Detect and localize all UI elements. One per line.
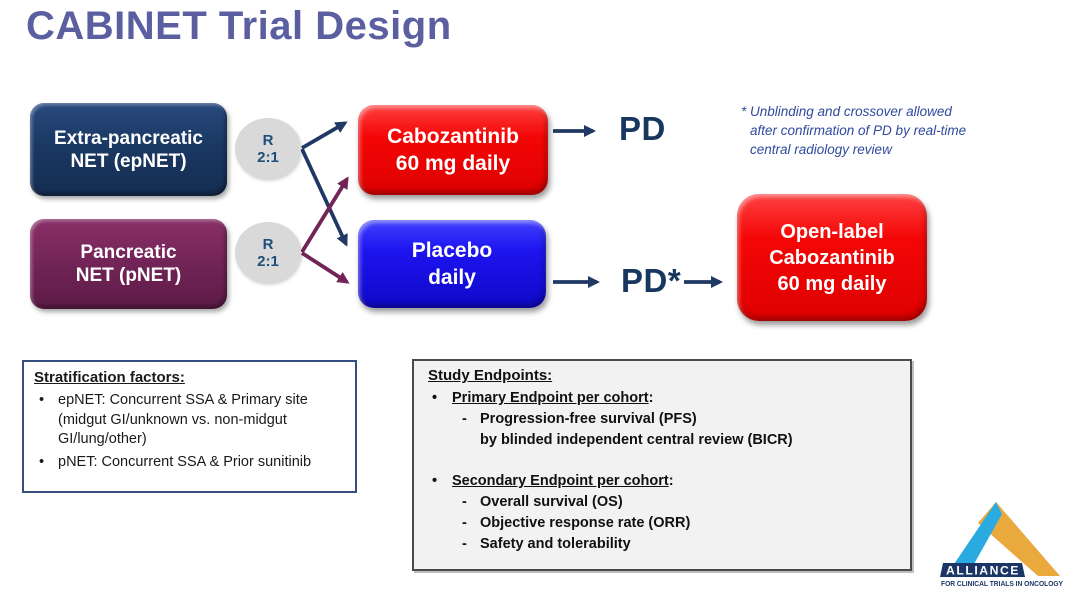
randomization-circle-epnet: R 2:1 (235, 118, 301, 179)
endpoints-spacer (428, 451, 896, 471)
open-label-cabozantinib-box: Open-label Cabozantinib 60 mg daily (737, 194, 927, 321)
secondary-endpoint-item: - Objective response rate (ORR) (428, 513, 896, 534)
primary-endpoint-heading: • Primary Endpoint per cohort: (428, 388, 896, 409)
logo-tagline: FOR CLINICAL TRIALS IN ONCOLOGY (941, 579, 1063, 588)
primary-endpoint-item: - Progression-free survival (PFS) by bli… (428, 409, 896, 451)
pd-label: PD (619, 110, 666, 147)
footnote-line: * Unblinding and crossover allowed (741, 104, 952, 119)
logo-blue-leg (948, 502, 1002, 573)
bullet-glyph: • (39, 392, 45, 408)
dash-glyph: - (462, 411, 467, 427)
logo-wordmark: ALLIANCE (946, 564, 1020, 578)
randomization-letter: R (262, 131, 274, 149)
dash-glyph: - (462, 494, 467, 510)
primary-endpoint-item-text: Progression-free survival (PFS) by blind… (480, 411, 793, 448)
stratification-item-epnet: • epNET: Concurrent SSA & Primary site (… (34, 391, 345, 450)
secondary-endpoint-heading-text: Secondary Endpoint per cohort (452, 473, 669, 489)
bullet-glyph: • (432, 473, 438, 489)
arm-box-cabozantinib: Cabozantinib 60 mg daily (358, 105, 548, 195)
arrow-pnet-to-placebo (300, 251, 350, 284)
cohort-box-epnet: Extra-pancreatic NET (epNET) (30, 103, 227, 196)
cohort-box-pnet: Pancreatic NET (pNET) (30, 219, 227, 309)
secondary-endpoint-item-text: Overall survival (OS) (480, 494, 623, 510)
logo-banner (940, 563, 1025, 577)
randomization-circle-pnet: R 2:1 (235, 222, 301, 283)
dash-glyph: - (462, 515, 467, 531)
stratification-panel: Stratification factors: • epNET: Concurr… (22, 360, 357, 493)
arrow-epnet-to-placebo (300, 148, 348, 247)
stratification-item-text: epNET: Concurrent SSA & Primary site (mi… (58, 392, 308, 447)
stratification-title: Stratification factors: (34, 369, 185, 386)
secondary-endpoint-item: - Safety and tolerability (428, 534, 896, 555)
footnote-line: central radiology review (750, 142, 892, 157)
crossover-footnote: * Unblinding and crossover allowed after… (741, 102, 1009, 159)
randomization-ratio: 2:1 (257, 148, 279, 166)
slide-title: CABINET Trial Design (26, 4, 452, 48)
study-endpoints-panel: Study Endpoints: • Primary Endpoint per … (412, 359, 912, 571)
randomization-ratio: 2:1 (257, 252, 279, 270)
stratification-item-text: pNET: Concurrent SSA & Prior sunitinib (58, 453, 312, 470)
footnote-line: after confirmation of PD by real-time (750, 123, 967, 138)
logo-gold-leg (978, 502, 1060, 576)
endpoints-title: Study Endpoints: (428, 367, 553, 384)
randomization-letter: R (262, 235, 274, 253)
bullet-glyph: • (432, 390, 438, 406)
primary-endpoint-heading-text: Primary Endpoint per cohort (452, 390, 649, 406)
secondary-endpoint-item: - Overall survival (OS) (428, 492, 896, 513)
alliance-logo: ALLIANCE FOR CLINICAL TRIALS IN ONCOLOGY (940, 502, 1063, 588)
arrow-pnet-to-cabozantinib (300, 176, 349, 253)
arrow-epnet-to-cabozantinib (301, 121, 348, 150)
secondary-endpoint-item-text: Safety and tolerability (480, 536, 631, 552)
pd-star-label: PD* (621, 262, 682, 299)
stratification-item-pnet: • pNET: Concurrent SSA & Prior sunitinib (34, 453, 345, 473)
bullet-glyph: • (39, 453, 45, 470)
heading-colon: : (648, 390, 654, 406)
secondary-endpoint-heading: • Secondary Endpoint per cohort: (428, 471, 896, 492)
secondary-endpoint-item-text: Objective response rate (ORR) (480, 515, 691, 531)
dash-glyph: - (462, 536, 467, 552)
arm-box-placebo: Placebo daily (358, 220, 546, 308)
heading-colon: : (668, 473, 674, 489)
